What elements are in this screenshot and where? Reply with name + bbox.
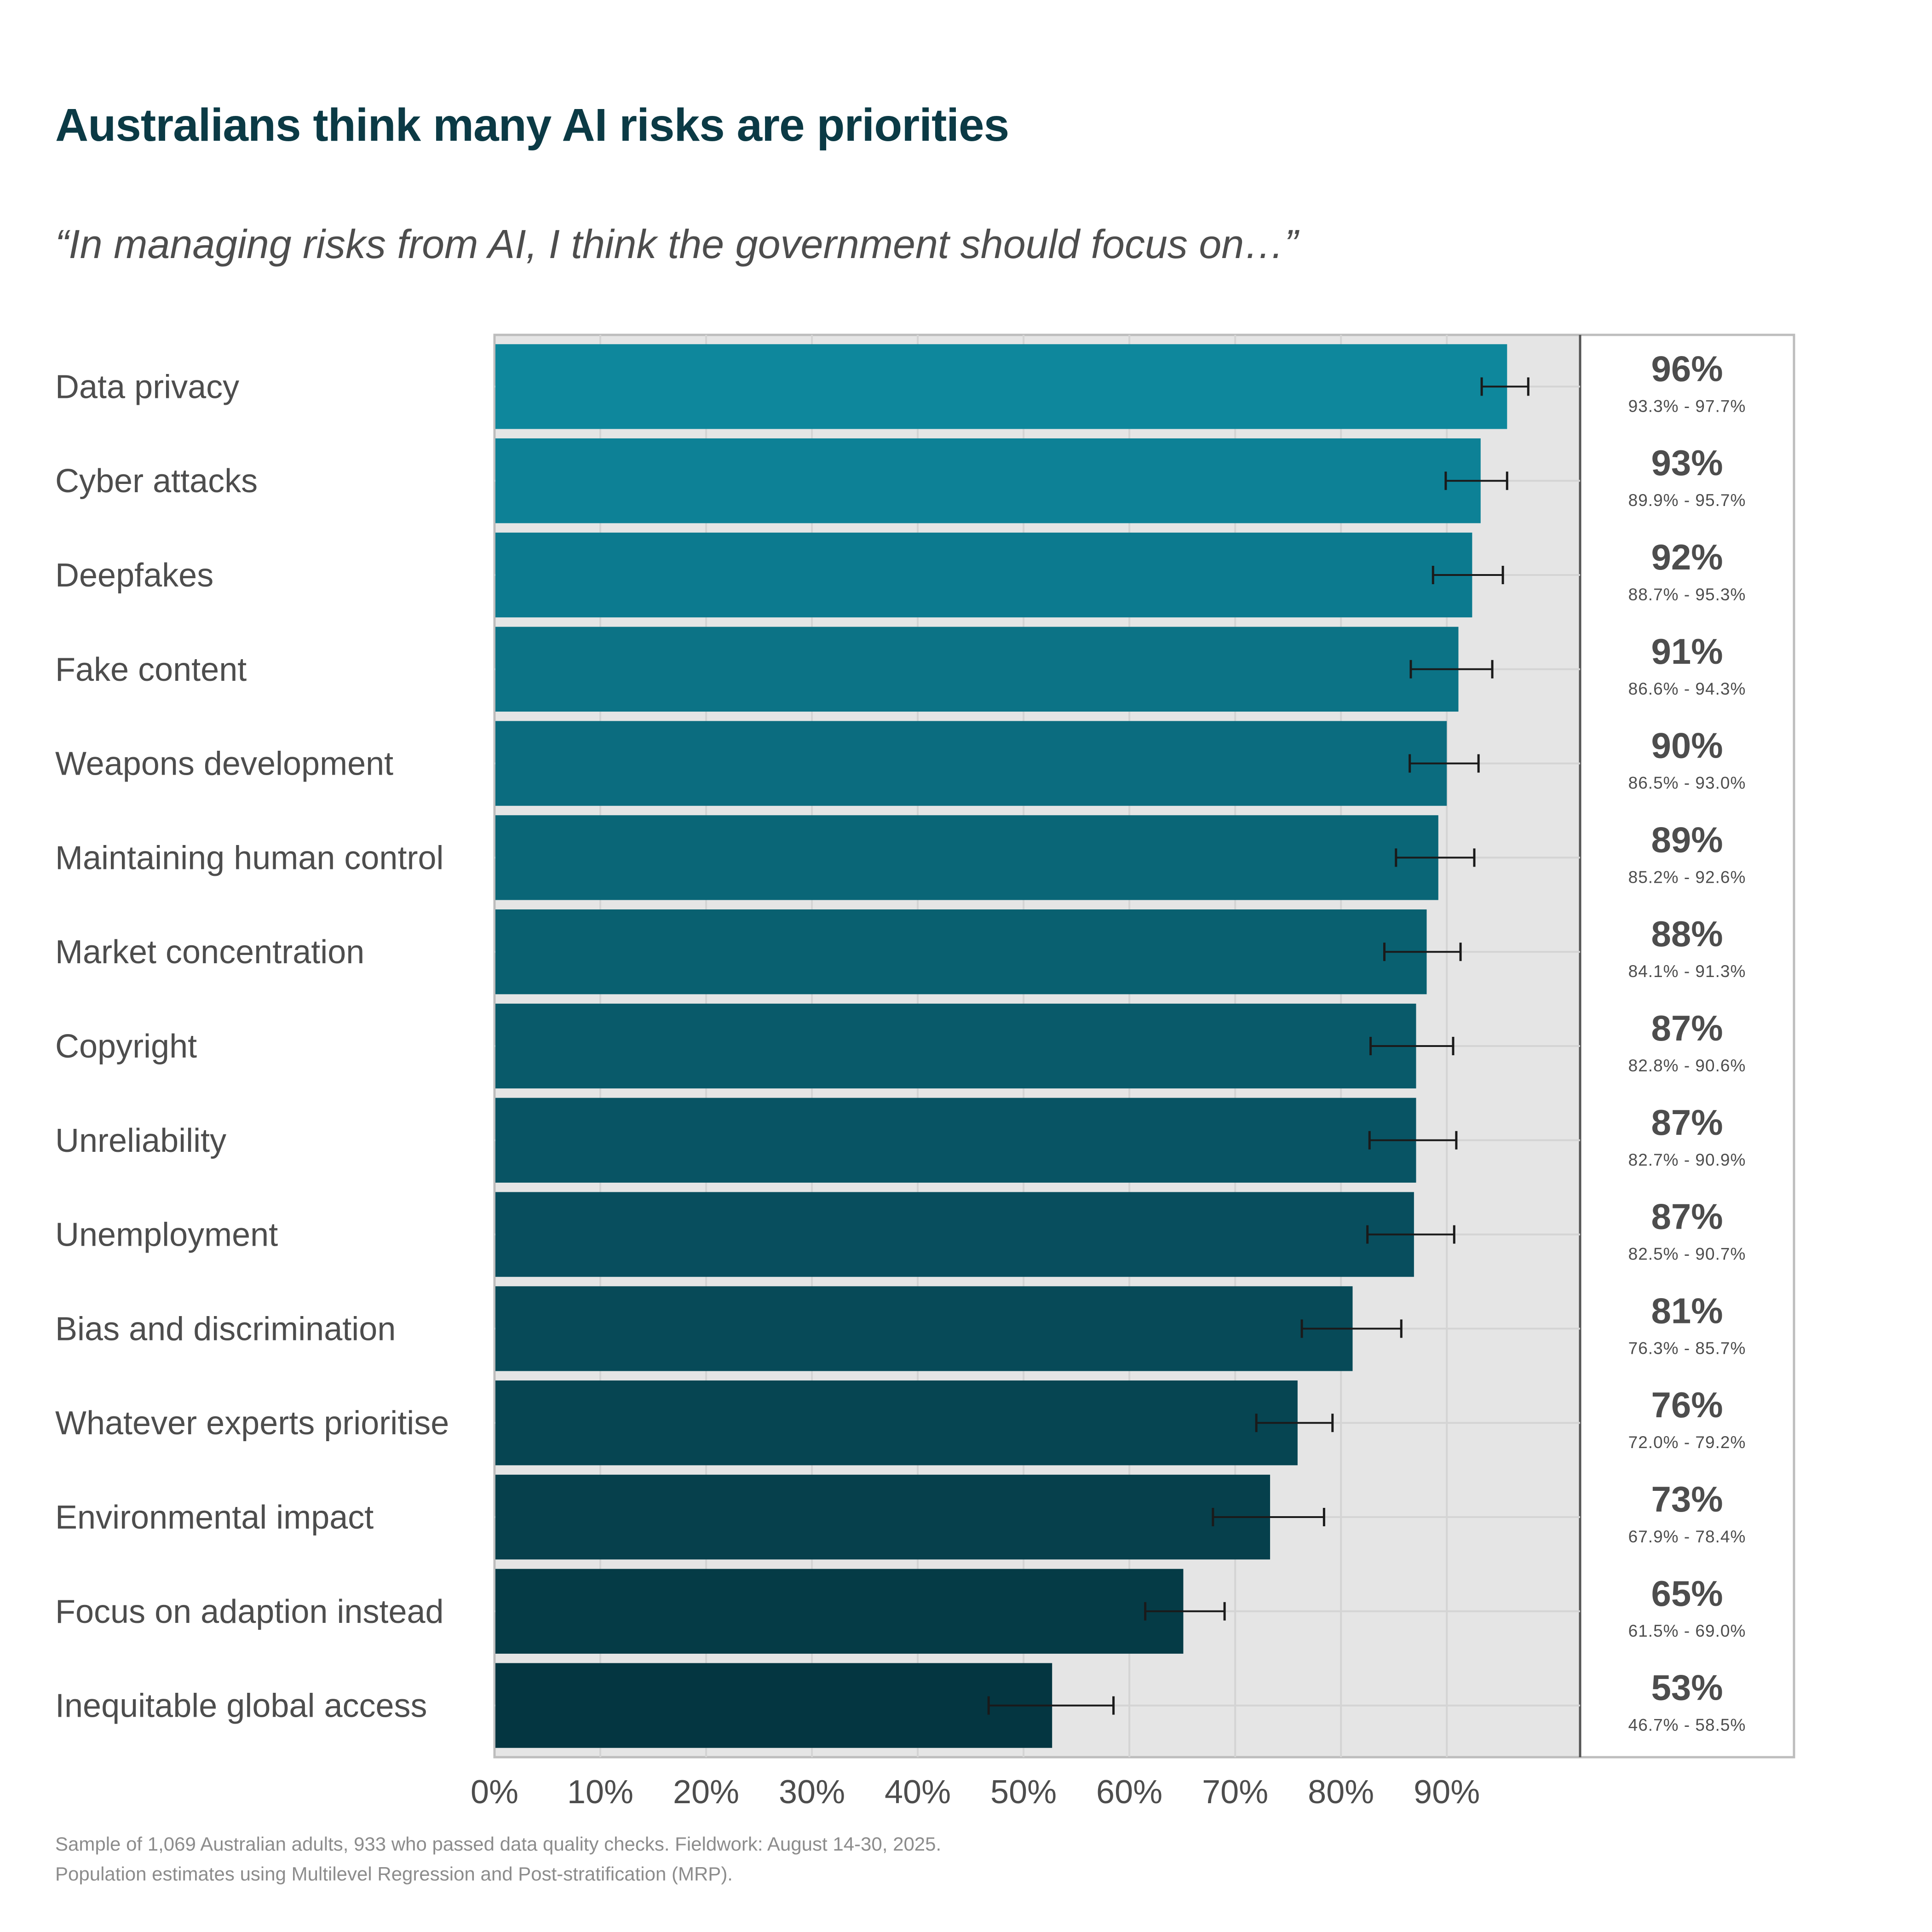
x-tick-label: 10% [567,1774,633,1811]
ci-label: 86.6% - 94.3% [1628,679,1746,698]
x-tick-label: 0% [471,1774,518,1811]
ci-label: 82.7% - 90.9% [1628,1150,1746,1169]
category-label: Data privacy [55,368,239,405]
category-labels: Data privacy Cyber attacks Deepfakes Fake c… [55,368,449,1724]
bar [495,1663,1052,1748]
value-label: 89% [1651,819,1723,860]
bar [495,344,1507,429]
value-label: 91% [1651,631,1723,672]
category-label: Weapons development [55,746,393,782]
value-label: 92% [1651,537,1723,577]
footnote-sample: Sample of 1,069 Australian adults, 933 w… [55,1833,942,1855]
bar [495,1098,1416,1183]
x-tick-label: 30% [779,1774,845,1811]
footnote-method: Population estimates using Multilevel Re… [55,1863,733,1885]
ci-label: 82.8% - 90.6% [1628,1056,1746,1075]
x-tick-label: 90% [1414,1774,1480,1811]
ci-label: 67.9% - 78.4% [1628,1527,1746,1546]
chart-title: Australians think many AI risks are prio… [55,99,1009,151]
value-label: 81% [1651,1290,1723,1331]
category-label: Bias and discrimination [55,1311,396,1347]
bars [495,344,1507,1748]
bar [495,909,1427,995]
x-tick-label: 70% [1202,1774,1268,1811]
value-label: 87% [1651,1008,1723,1048]
value-label: 53% [1651,1668,1723,1708]
value-label: 96% [1651,348,1723,389]
bar [495,438,1481,523]
bar [495,721,1447,806]
ci-label: 93.3% - 97.7% [1628,397,1746,415]
category-label: Fake content [55,651,247,688]
value-label: 76% [1651,1385,1723,1425]
bar [495,532,1472,618]
ci-label: 82.5% - 90.7% [1628,1245,1746,1264]
error-bars [987,377,1530,1715]
value-label: 90% [1651,725,1723,766]
category-label: Whatever experts prioritise [55,1405,449,1442]
category-label: Deepfakes [55,557,213,594]
bar [495,1474,1271,1560]
value-panel: 96% 93.3% - 97.7% 93% 89.9% - 95.7% 92% 88.7%… [1628,348,1746,1734]
bar [495,1003,1416,1089]
ci-label: 86.5% - 93.0% [1628,774,1746,793]
value-label: 88% [1651,914,1723,954]
value-label: 65% [1651,1573,1723,1614]
bar [495,1380,1298,1466]
category-label: Copyright [55,1028,197,1065]
x-tick-label: 60% [1096,1774,1162,1811]
value-label: 73% [1651,1479,1723,1519]
ci-label: 61.5% - 69.0% [1628,1622,1746,1640]
bar [495,815,1438,900]
bar [495,627,1459,712]
value-label: 87% [1651,1196,1723,1237]
category-label: Cyber attacks [55,463,258,500]
x-tick-label: 40% [885,1774,951,1811]
ci-label: 88.7% - 95.3% [1628,585,1746,604]
chart-subtitle: “In managing risks from AI, I think the … [55,221,1298,267]
ci-label: 72.0% - 79.2% [1628,1433,1746,1452]
ci-label: 46.7% - 58.5% [1628,1716,1746,1735]
category-label: Unemployment [55,1217,278,1254]
ci-label: 89.9% - 95.7% [1628,491,1746,510]
x-tick-label: 50% [990,1774,1057,1811]
value-label: 87% [1651,1102,1723,1143]
x-tick-label: 80% [1308,1774,1374,1811]
ci-label: 84.1% - 91.3% [1628,962,1746,981]
ci-label: 76.3% - 85.7% [1628,1339,1746,1357]
bar [495,1569,1184,1654]
category-label: Maintaining human control [55,840,444,876]
value-panel-frame [1579,334,1795,1759]
category-label: Market concentration [55,934,364,971]
category-label: Unreliability [55,1122,226,1159]
ci-label: 85.2% - 92.6% [1628,868,1746,886]
value-label: 93% [1651,443,1723,483]
x-tick-labels: 0% 10% 20% 30% 40% 50% 60% 70% 80% 90% [471,1774,1480,1811]
bar [495,1286,1353,1371]
x-tick-label: 20% [673,1774,739,1811]
category-label: Environmental impact [55,1499,374,1536]
bar [495,1192,1414,1277]
category-label: Focus on adaption instead [55,1593,444,1630]
category-label: Inequitable global access [55,1688,427,1725]
